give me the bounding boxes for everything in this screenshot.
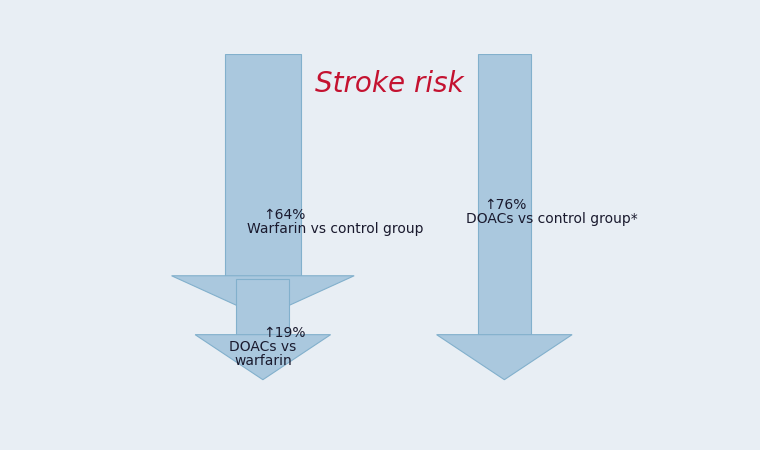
Polygon shape [172, 276, 354, 317]
Polygon shape [436, 335, 572, 380]
Text: Stroke risk: Stroke risk [315, 70, 464, 98]
Polygon shape [478, 54, 530, 335]
Text: ↑64%: ↑64% [263, 208, 306, 222]
Text: Warfarin vs control group: Warfarin vs control group [247, 222, 423, 236]
Polygon shape [236, 279, 290, 335]
Polygon shape [225, 54, 301, 276]
Text: warfarin: warfarin [234, 354, 292, 368]
Text: ↑19%: ↑19% [263, 326, 306, 340]
Polygon shape [195, 335, 331, 380]
Text: DOACs vs control group*: DOACs vs control group* [466, 212, 638, 225]
Text: DOACs vs: DOACs vs [230, 340, 296, 354]
Text: ↑76%: ↑76% [483, 198, 526, 212]
